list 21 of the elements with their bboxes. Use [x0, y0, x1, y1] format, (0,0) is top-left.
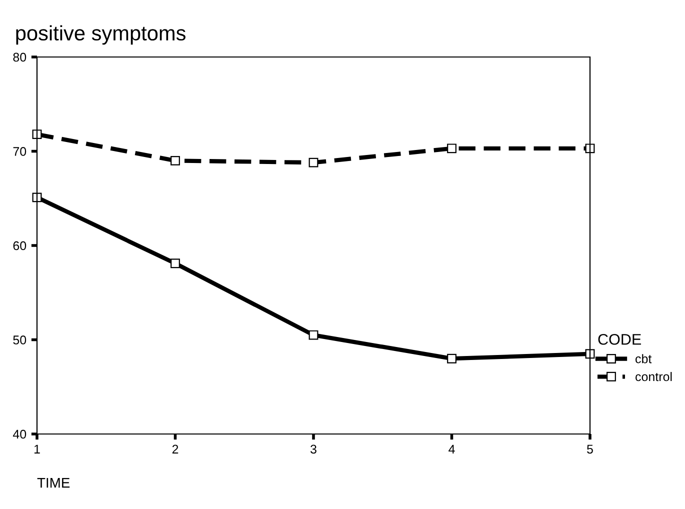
y-tick-label: 40 — [12, 430, 26, 439]
point — [308, 330, 318, 340]
x-tick-label: 3 — [310, 444, 316, 454]
legend-title: CODE — [598, 334, 641, 345]
x-axis-title: TIME — [37, 478, 70, 488]
x-tick-label: 4 — [448, 444, 455, 454]
x-tick-label: 2 — [172, 444, 178, 454]
point — [447, 144, 456, 154]
y-tick-label: 50 — [13, 336, 26, 344]
point — [170, 258, 180, 268]
y-tick-label: 70 — [13, 147, 26, 156]
legend-label: cbt — [636, 354, 652, 364]
chart-title: positive symptoms — [16, 25, 186, 45]
y-tick-label: 80 — [13, 52, 26, 62]
x-tick-label: 5 — [587, 444, 593, 454]
x-tick-label: 1 — [34, 444, 40, 454]
legend-label: control — [636, 372, 672, 382]
point — [308, 158, 318, 168]
y-tick-label: 60 — [13, 241, 26, 250]
point — [170, 156, 180, 166]
point — [447, 354, 456, 364]
